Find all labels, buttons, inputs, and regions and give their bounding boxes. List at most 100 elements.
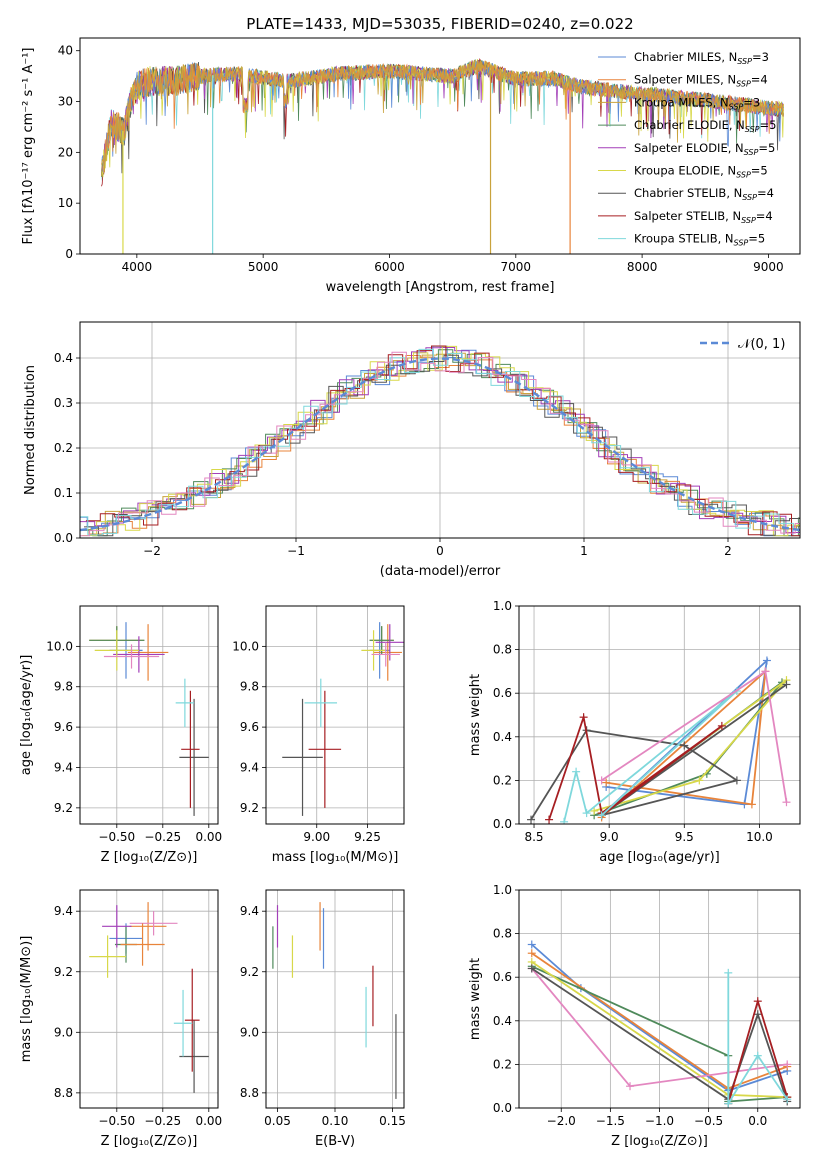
mass-weight-marker	[753, 1051, 762, 1060]
mass_weight_vs_age-plot-area	[527, 656, 791, 824]
y-tick-label: 0.4	[493, 730, 512, 744]
y-tick-label: 0.4	[493, 1014, 512, 1028]
y-tick-label: 9.6	[240, 720, 259, 734]
mass-weight-marker	[582, 809, 591, 818]
y-tick-label: 9.4	[54, 904, 73, 918]
error-bar-point	[113, 636, 165, 673]
y-tick-label: 9.6	[54, 720, 73, 734]
residual_hist-panel: −2 −1 0 1 2 0.0 0.1 0.2 0.3 0.4 (data-model)/error…	[23, 321, 801, 579]
mass-weight-marker	[527, 949, 536, 958]
mass_weight_vs_Z-panel: −2.0 −1.5 −1.0 −0.5 0.0 0.0 0.2 0.4 0.6 0.8 1.0 Z […	[468, 883, 801, 1149]
age_vs_mass-plot-area	[282, 622, 404, 816]
mass_vs_EBV-frame	[265, 889, 405, 1109]
mass-weight-marker	[732, 776, 741, 785]
y-tick-label: 0	[65, 247, 73, 261]
x-tick-label: 0.15	[379, 1114, 406, 1128]
x-tick-label: 9000	[753, 260, 784, 274]
spectrum-panel: 4000 5000 6000 7000 8000 9000 0 10 20 30 40 wavelen…	[21, 37, 801, 295]
spectrum-frame	[79, 37, 801, 255]
histogram-series	[85, 345, 800, 537]
y-tick-label: 9.8	[54, 680, 73, 694]
error-bar-point	[102, 905, 132, 948]
mass-weight-marker	[545, 815, 554, 824]
y-tick-label: 10	[58, 196, 73, 210]
residual_hist-plot-area	[80, 345, 800, 537]
legend-entry-label: Chabrier ELODIE, NSSP=5	[634, 118, 776, 134]
mass-weight-marker	[717, 721, 726, 730]
y-tick-label: 9.4	[240, 904, 259, 918]
y-tick-label: 0.2	[54, 441, 73, 455]
x-tick-label: 0.05	[264, 1114, 291, 1128]
y-tick-label: 9.2	[54, 965, 73, 979]
mass-weight-series-line	[727, 972, 788, 1107]
error-bar-point	[373, 624, 402, 681]
x-tick-label: 7000	[501, 260, 532, 274]
spectrum-plot-area	[101, 58, 784, 254]
y-tick-label: 8.8	[54, 1086, 73, 1100]
mass-weight-marker	[783, 1060, 792, 1069]
x-tick-label: 9.25	[354, 830, 381, 844]
x-tick-label: −0.50	[98, 1114, 135, 1128]
y-tick-label: 20	[58, 145, 73, 159]
mass_vs_EBV-grid	[266, 890, 404, 1108]
mass-weight-marker	[782, 798, 791, 807]
legend-entry-label: Salpeter ELODIE, NSSP=5	[634, 141, 775, 157]
error-bar-point	[94, 630, 139, 671]
age_vs_mass-grid	[266, 606, 404, 824]
mass-weight-marker	[572, 767, 581, 776]
y-tick-label: 40	[58, 44, 73, 58]
y-tick-label: 30	[58, 95, 73, 109]
x-tick-label: 1	[580, 544, 588, 558]
error-bar-point	[129, 911, 178, 936]
x-tick-label: 0.00	[195, 1114, 222, 1128]
gaussian-reference-curve	[80, 357, 800, 532]
mass_weight_vs_age-panel: 8.5 9.0 9.5 10.0 0.0 0.2 0.4 0.6 0.8 1.0 age [log₁…	[468, 599, 801, 865]
mass_weight_vs_age-frame	[518, 605, 801, 825]
error-bar-point	[89, 935, 126, 978]
residual_hist-xlabel: (data-model)/error	[380, 564, 501, 579]
x-tick-label: 9.5	[675, 830, 694, 844]
spectrum-xlabel: wavelength [Angstrom, rest frame]	[326, 280, 555, 295]
y-tick-label: 0.6	[493, 970, 512, 984]
mass-weight-series-line	[601, 669, 767, 819]
mass_weight_vs_Z-plot-area	[527, 940, 792, 1108]
mass-weight-marker	[783, 1095, 792, 1104]
x-tick-label: 0.10	[322, 1114, 349, 1128]
x-tick-label: 10.0	[746, 830, 773, 844]
error-bar-point	[361, 630, 386, 671]
age_vs_mass-frame	[265, 605, 405, 825]
histogram-series	[80, 351, 800, 537]
age_vs_Z-grid	[80, 606, 218, 824]
y-tick-label: 9.2	[240, 965, 259, 979]
x-tick-label: −2.0	[547, 1114, 576, 1128]
y-tick-label: 1.0	[493, 599, 512, 613]
mass-weight-marker	[626, 1082, 635, 1091]
x-tick-label: 6000	[374, 260, 405, 274]
y-tick-label: 0.0	[493, 817, 512, 831]
histogram-series	[80, 347, 800, 537]
x-tick-label: 9.0	[600, 830, 619, 844]
x-tick-label: 9.00	[303, 830, 330, 844]
spectrum-ylabel: Flux [fλ10⁻¹⁷ erg cm⁻² s⁻¹ A⁻¹]	[21, 48, 36, 245]
y-tick-label: 0.2	[493, 773, 512, 787]
y-tick-label: 9.2	[240, 801, 259, 815]
x-tick-label: −1.5	[596, 1114, 625, 1128]
x-tick-label: 8.5	[524, 830, 543, 844]
mass_vs_Z-plot-area	[89, 902, 209, 1093]
y-tick-label: 10.0	[46, 639, 73, 653]
y-tick-label: 0.8	[493, 927, 512, 941]
y-tick-label: 0.4	[54, 351, 73, 365]
x-tick-label: −2	[143, 544, 161, 558]
mass_vs_Z-grid	[80, 890, 218, 1108]
mass_vs_Z-frame	[79, 889, 219, 1109]
y-tick-label: 8.8	[240, 1086, 259, 1100]
spectrum-legend: Chabrier MILES, NSSP=3 Salpeter MILES, NS…	[598, 50, 776, 248]
age_vs_Z-frame	[79, 605, 219, 825]
legend-entry-label: Kroupa ELODIE, NSSP=5	[634, 164, 768, 180]
legend-entry-label: Salpeter STELIB, NSSP=4	[634, 209, 773, 225]
error-bar-point	[179, 698, 209, 816]
mass-weight-series-line	[531, 943, 788, 1092]
mass-weight-marker	[527, 964, 536, 973]
residual_hist-ylabel: Normed distribution	[23, 365, 38, 495]
x-tick-label: 0	[436, 544, 444, 558]
